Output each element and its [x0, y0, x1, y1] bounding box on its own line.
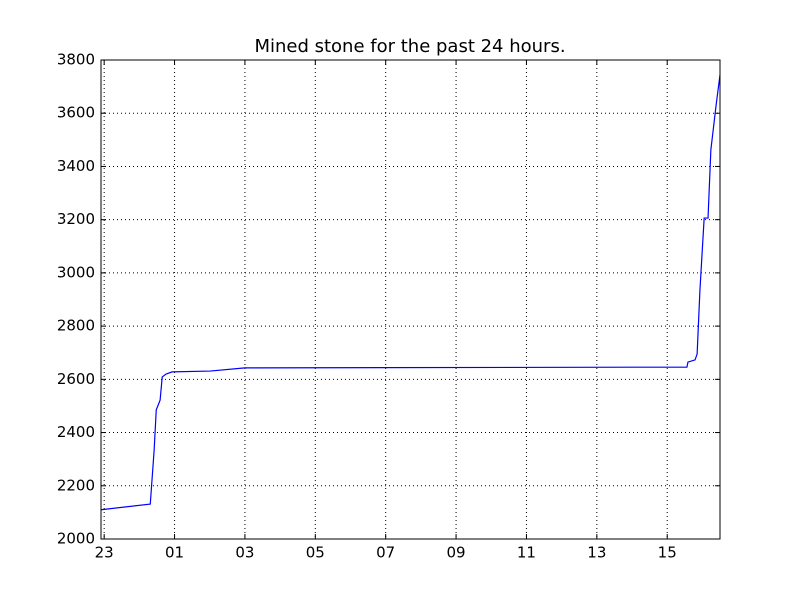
- x-tick-label: 03: [235, 544, 254, 562]
- x-tick-label: 07: [376, 544, 395, 562]
- y-tick-label: 2400: [57, 423, 95, 441]
- y-tick-label: 2800: [57, 317, 95, 335]
- y-tick-label: 2600: [57, 370, 95, 388]
- y-tick-label: 3000: [57, 263, 95, 281]
- chart-title: Mined stone for the past 24 hours.: [254, 36, 565, 57]
- y-tick-label: 2000: [57, 530, 95, 548]
- x-tick-label: 01: [165, 544, 184, 562]
- y-tick-label: 2200: [57, 476, 95, 494]
- y-tick-label: 3400: [57, 157, 95, 175]
- y-tick-label: 3800: [57, 51, 95, 69]
- x-tick-label: 09: [447, 544, 466, 562]
- x-tick-label: 11: [517, 544, 536, 562]
- plot-frame: [100, 59, 721, 540]
- y-tick-label: 3200: [57, 210, 95, 228]
- x-tick-label: 15: [658, 544, 677, 562]
- x-tick-label: 23: [95, 544, 114, 562]
- y-tick-label: 3600: [57, 104, 95, 122]
- data-line: [100, 74, 721, 511]
- x-tick-label: 05: [306, 544, 325, 562]
- x-tick-label: 13: [587, 544, 606, 562]
